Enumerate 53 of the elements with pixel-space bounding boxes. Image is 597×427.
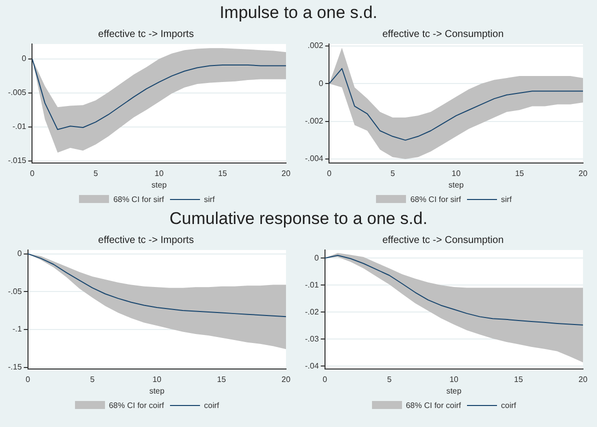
legend-label: sirf	[501, 194, 512, 204]
x-tick-label: 0	[30, 168, 36, 178]
y-tick-label: -.005	[8, 88, 27, 98]
x-tick-label: 0	[327, 168, 332, 178]
y-tick-label: -.02	[304, 307, 320, 316]
y-tick-label: -.002	[305, 116, 324, 126]
text: 68% CI for sirf	[113, 194, 164, 204]
legend-label: coirf	[501, 400, 516, 410]
y-tick-label: -.05	[8, 286, 22, 296]
x-tick-label: 15	[218, 168, 228, 178]
y-tick-label: -.1	[12, 324, 22, 334]
x-axis-title: step	[446, 386, 462, 396]
x-tick-label: 15	[216, 374, 226, 384]
y-tick-label: -.04	[304, 361, 320, 370]
text: 68% CI for sirf	[410, 194, 461, 204]
legend-label: coirf	[204, 400, 220, 410]
x-tick-label: 20	[282, 374, 291, 384]
chart-title: effective tc -> Imports	[98, 234, 194, 246]
x-tick-label: 5	[387, 374, 392, 384]
text: Cumulative response to a one s.d.	[168, 208, 428, 230]
y-tick-label: -.03	[304, 334, 320, 344]
x-tick-label: 5	[390, 168, 396, 178]
y-tick-label: 0	[314, 253, 320, 262]
x-axis-title: step	[152, 180, 168, 190]
y-tick-label: 0	[17, 248, 22, 258]
y-tick-label: -.15	[8, 362, 22, 372]
x-tick-label: 10	[152, 374, 162, 384]
y-tick-label: -.01	[304, 280, 320, 290]
y-tick-label: -.015	[8, 156, 27, 165]
y-tick-label: 0	[318, 78, 324, 88]
x-tick-label: 5	[93, 168, 98, 178]
text: 68% CI for coirf	[406, 400, 461, 410]
x-tick-label: 10	[449, 374, 459, 384]
x-tick-label: 15	[515, 168, 525, 178]
x-tick-label: 5	[90, 374, 96, 384]
x-tick-label: 20	[578, 374, 588, 384]
chart-title: effective tc -> Consumption	[382, 28, 504, 40]
x-axis-title: step	[149, 386, 165, 396]
text: Impulse to a one s.d.	[218, 2, 378, 24]
y-tick-label: -.004	[305, 154, 324, 164]
x-tick-label: 15	[514, 374, 524, 384]
legend-label: sirf	[204, 194, 215, 204]
x-tick-label: 20	[578, 168, 588, 178]
x-axis-title: step	[448, 180, 464, 190]
chart-title: effective tc -> Consumption	[382, 234, 504, 246]
text: 68% CI for coirf	[108, 400, 164, 410]
x-tick-label: 20	[282, 168, 291, 178]
y-tick-label: .002	[308, 41, 324, 50]
chart-title: effective tc -> Imports	[98, 28, 194, 40]
y-tick-label: 0	[22, 54, 27, 64]
y-tick-label: -.01	[12, 122, 27, 132]
x-tick-label: 10	[452, 168, 462, 178]
x-tick-label: 10	[154, 168, 164, 178]
